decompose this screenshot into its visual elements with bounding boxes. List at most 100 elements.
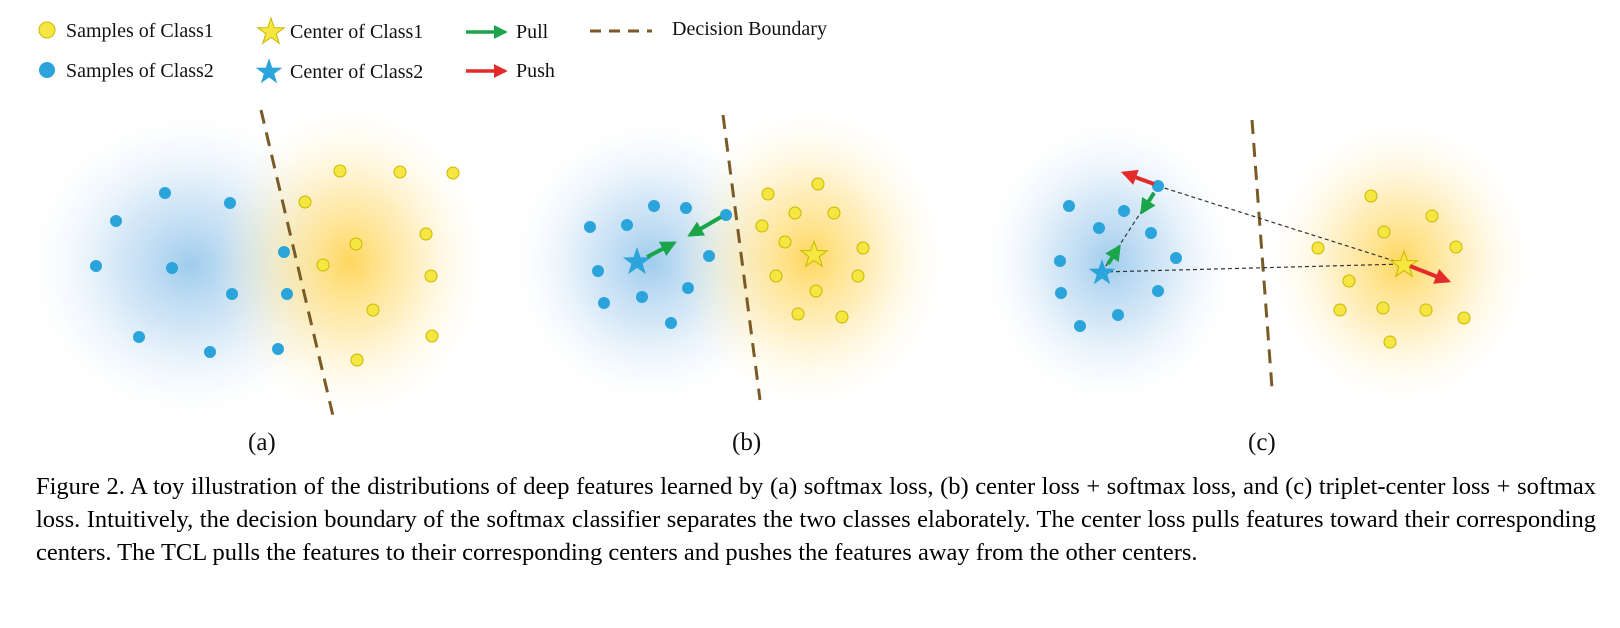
legend-class2-star-icon — [255, 58, 283, 84]
class1-sample — [393, 165, 407, 179]
dashed-link — [1101, 263, 1405, 273]
panel-c: (c) — [985, 119, 1530, 456]
dashed-link — [1157, 185, 1405, 265]
class1-sample — [298, 195, 312, 209]
class1-sample — [856, 241, 870, 255]
legend-class2-dot — [39, 62, 55, 78]
pull-arrow — [646, 241, 677, 259]
class1-sample — [835, 310, 849, 324]
class2-sample — [90, 260, 102, 272]
class2-sample — [621, 219, 633, 231]
class2-sample — [636, 291, 648, 303]
pull-arrow — [687, 215, 723, 237]
class2-sample — [703, 250, 715, 262]
class2-sample — [278, 246, 290, 258]
class1-sample — [1364, 189, 1378, 203]
class2-sample — [1055, 287, 1067, 299]
class2-sample — [1152, 180, 1164, 192]
class1-sample — [1376, 301, 1390, 315]
class1-sample — [811, 177, 825, 191]
push-arrow — [1120, 169, 1155, 186]
class2-sample — [720, 209, 732, 221]
class1-sample — [827, 206, 841, 220]
class1-sample — [424, 269, 438, 283]
legend-class2-samples-label: Samples of Class2 — [66, 60, 214, 82]
class1-center-star-b — [799, 239, 829, 268]
class2-sample — [592, 265, 604, 277]
pull-arrow — [1140, 191, 1156, 215]
legend: Samples of Class1 Samples of Class2 Cent… — [38, 16, 827, 84]
class2-sample — [159, 187, 171, 199]
class1-sample — [366, 303, 380, 317]
class1-sample — [1377, 225, 1391, 239]
class1-sample — [769, 269, 783, 283]
class1-sample — [788, 206, 802, 220]
panel-label-c: (c) — [1248, 429, 1276, 456]
class2-sample — [166, 262, 178, 274]
legend-class1-star-icon — [256, 16, 286, 45]
class2-sample — [1112, 309, 1124, 321]
legend-pull-label: Pull — [516, 21, 549, 43]
class2-sample — [110, 215, 122, 227]
class1-center-star-c — [1389, 249, 1419, 278]
legend-class1-samples-label: Samples of Class1 — [66, 20, 214, 42]
class2-center-star-b — [622, 247, 652, 275]
class1-sample — [1333, 303, 1347, 317]
class1-sample — [1425, 209, 1439, 223]
class2-sample — [224, 197, 236, 209]
class2-sample — [665, 317, 677, 329]
class1-samples-b — [755, 177, 870, 324]
class1-sample — [791, 307, 805, 321]
class1-sample — [1457, 311, 1471, 325]
class1-sample — [1449, 240, 1463, 254]
decision-boundary-b — [721, 114, 762, 401]
class2-sample — [1145, 227, 1157, 239]
class1-sample — [419, 227, 433, 241]
class2-sample — [648, 200, 660, 212]
class1-sample — [851, 269, 865, 283]
class1-samples-c — [1311, 189, 1471, 349]
class1-sample — [446, 166, 460, 180]
class2-center-star-c — [1088, 259, 1116, 285]
class1-sample — [1383, 335, 1397, 349]
class1-sample — [425, 329, 439, 343]
class2-samples-a — [90, 187, 293, 358]
class1-sample — [1419, 303, 1433, 317]
panel-b: (b) — [515, 110, 945, 456]
class1-sample — [1311, 241, 1325, 255]
class2-sample — [1170, 252, 1182, 264]
panel-label-a: (a) — [248, 429, 276, 456]
class2-samples-b — [584, 200, 732, 329]
class2-sample — [226, 288, 238, 300]
panel-label-b: (b) — [732, 429, 761, 456]
legend-boundary-label: Decision Boundary — [672, 18, 827, 40]
class1-distribution-a — [215, 107, 485, 417]
class2-sample — [682, 282, 694, 294]
class1-sample — [1342, 274, 1356, 288]
class2-sample — [1074, 320, 1086, 332]
legend-class1-center-label: Center of Class1 — [290, 21, 423, 43]
class2-sample — [1152, 285, 1164, 297]
class2-sample — [1118, 205, 1130, 217]
class1-sample — [349, 237, 363, 251]
class1-sample — [350, 353, 364, 367]
class1-sample — [755, 219, 769, 233]
legend-class1-dot — [38, 21, 56, 39]
class1-sample — [316, 258, 330, 272]
class2-samples-c — [1054, 180, 1182, 332]
decision-boundary-a — [259, 109, 336, 421]
class2-sample — [598, 297, 610, 309]
class2-sample — [584, 221, 596, 233]
pull-arrow — [1105, 244, 1121, 266]
class2-sample — [680, 202, 692, 214]
class1-sample — [809, 284, 823, 298]
class1-sample — [778, 235, 792, 249]
class2-sample — [272, 343, 284, 355]
class2-sample — [281, 288, 293, 300]
class1-sample — [761, 187, 775, 201]
class2-sample — [1093, 222, 1105, 234]
legend-push-label: Push — [516, 60, 555, 82]
decision-boundary-c — [1250, 119, 1274, 389]
class2-sample — [204, 346, 216, 358]
